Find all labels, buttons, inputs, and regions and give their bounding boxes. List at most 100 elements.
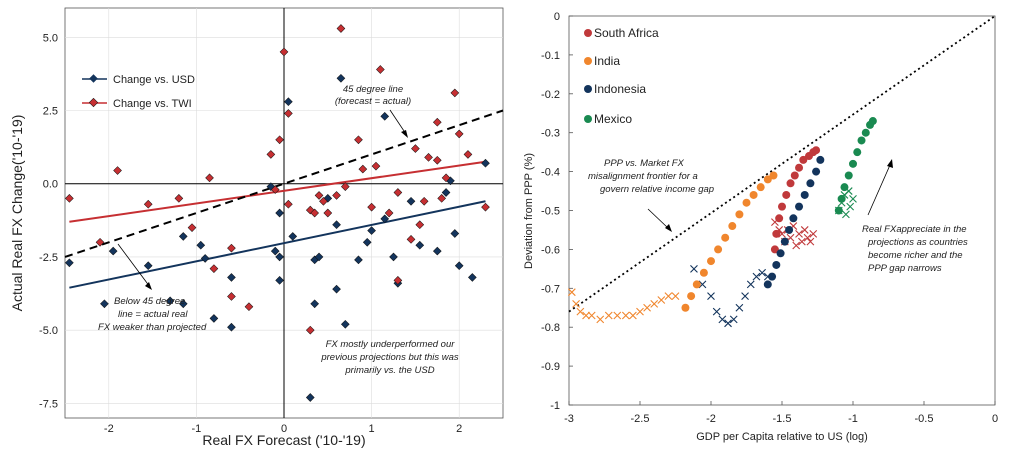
- twi-point: [323, 208, 333, 218]
- usd-point: [389, 252, 398, 262]
- india-historical-point: [643, 303, 651, 312]
- usd-point: [275, 252, 284, 262]
- annotation-under-line-2: previous projections but this was: [320, 352, 459, 363]
- indonesia-historical-point: [758, 268, 767, 277]
- india-historical-point: [613, 311, 622, 320]
- indonesia-historical-point: [735, 303, 744, 312]
- india-historical-point: [664, 292, 673, 300]
- usd-point: [209, 314, 219, 323]
- usd-point: [65, 258, 74, 268]
- right-x-tick-label: -2: [706, 413, 716, 425]
- legend-mexico-marker: [584, 115, 592, 123]
- india-projection-point: [707, 257, 715, 266]
- twi-point: [354, 135, 363, 145]
- left-legend: Change vs. USD Change vs. TWI: [82, 74, 195, 110]
- annotation-below-45: Below 45 degree line = actual real FX we…: [98, 243, 207, 333]
- left-x-tick-label: 2: [456, 423, 462, 435]
- annotation-appreciate-line-3: become richer and the: [868, 250, 963, 261]
- twi-point: [314, 191, 324, 200]
- left-y-tick-label: -2.5: [39, 252, 58, 264]
- twi-point: [376, 65, 385, 74]
- south-africa-projection-point: [812, 146, 821, 155]
- annotation-under-line-3: primarily vs. the USD: [344, 365, 434, 376]
- legend-twi-label: Change vs. TWI: [113, 98, 192, 110]
- indonesia-historical-point: [729, 315, 738, 324]
- annotation-underperformed: FX mostly underperformed our previous pr…: [320, 339, 459, 376]
- right-x-tick-label: -1: [848, 413, 858, 425]
- usd-point: [380, 214, 390, 224]
- twi-point: [371, 161, 381, 171]
- usd-point: [108, 246, 118, 256]
- south-africa-projection-point: [795, 163, 804, 172]
- left-y-axis-label: Actual Real FX Change('10-'19): [9, 115, 25, 312]
- twi-point: [463, 150, 473, 159]
- right-y-axis-label: Deviation from PPP (%): [523, 153, 535, 269]
- twi-point: [310, 208, 319, 218]
- twi-point: [441, 173, 451, 183]
- south-africa-projection-point: [775, 214, 784, 223]
- left-tick-labels: -2 -1 0 1 2 -7.5 -5.0 -2.5 0.0 2.5 5.0: [39, 32, 462, 435]
- annotation-45-degree: 45 degree line (forecast = actual): [335, 84, 411, 138]
- left-y-tick-label: -5.0: [39, 325, 58, 337]
- twi-point: [450, 88, 460, 98]
- annotation-frontier-arrowhead: [665, 224, 672, 232]
- legend-usd-label: Change vs. USD: [113, 74, 195, 86]
- left-x-tick-label: 1: [369, 423, 375, 435]
- south-africa-historical-point: [792, 241, 801, 250]
- left-line-change-vs-usd-fit: [69, 200, 486, 289]
- left-y-tick-label: -7.5: [39, 398, 58, 410]
- right-x-tick-label: -3: [564, 413, 574, 425]
- usd-point: [143, 261, 153, 271]
- annotation-appreciate-line-1: Real FXappreciate in the: [862, 224, 967, 235]
- mexico-projection-point: [861, 128, 870, 137]
- legend-usd-marker: [89, 74, 98, 83]
- twi-point: [432, 117, 442, 127]
- south-africa-projection-point: [799, 155, 808, 164]
- twi-point: [393, 188, 403, 197]
- legend-twi-marker: [88, 97, 99, 108]
- usd-point: [362, 237, 372, 247]
- legend-india-label: India: [594, 54, 620, 68]
- right-points: [567, 117, 877, 328]
- twi-point: [332, 191, 341, 200]
- twi-point: [406, 235, 416, 244]
- indonesia-historical-point: [724, 319, 732, 328]
- twi-point: [174, 194, 184, 203]
- usd-point: [227, 322, 236, 332]
- twi-point: [205, 173, 214, 183]
- legend-india-marker: [584, 57, 592, 65]
- left-line-change-vs-twi-fit: [69, 160, 486, 223]
- south-africa-projection-point: [772, 229, 781, 238]
- usd-point: [275, 208, 284, 218]
- annotation-appreciate-line-2: projections as countries: [867, 237, 968, 248]
- usd-point: [100, 299, 109, 309]
- annotation-below-arrowhead: [145, 282, 152, 290]
- india-historical-point: [604, 311, 613, 320]
- right-y-tick-label: -1: [550, 400, 560, 412]
- indonesia-historical-point: [712, 307, 721, 316]
- right-x-tick-label: -2.5: [631, 413, 650, 425]
- india-historical-point: [576, 307, 585, 316]
- india-historical-point: [657, 296, 666, 304]
- south-africa-projection-point: [770, 245, 779, 254]
- indonesia-historical-point: [698, 280, 707, 289]
- legend-mexico-label: Mexico: [594, 112, 632, 126]
- indonesia-projection-point: [763, 280, 772, 289]
- annotation-45-arrowhead: [401, 130, 408, 138]
- mexico-projection-point: [834, 206, 843, 215]
- india-projection-point: [763, 175, 772, 184]
- twi-point: [187, 223, 197, 232]
- usd-point: [227, 273, 236, 282]
- south-africa-projection-point: [790, 171, 799, 180]
- annotation-below-arrow: [117, 243, 151, 288]
- annotation-appreciate-arrow: [867, 164, 891, 216]
- usd-point: [178, 232, 188, 241]
- india-projection-point: [742, 198, 751, 207]
- usd-point: [314, 252, 324, 262]
- annotation-45-arrow: [389, 109, 407, 135]
- legend-south-africa-label: South Africa: [594, 26, 659, 40]
- twi-point: [437, 194, 446, 203]
- south-africa-historical-point: [778, 229, 786, 238]
- twi-point: [266, 150, 276, 159]
- india-projection-point: [721, 233, 730, 242]
